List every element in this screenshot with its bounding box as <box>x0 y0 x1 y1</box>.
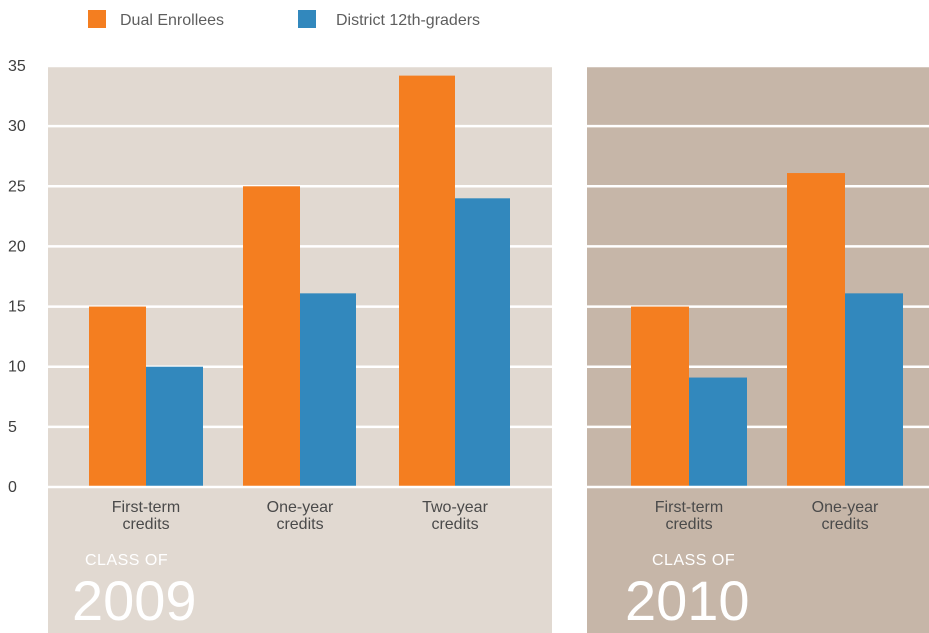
class-year-2009: 2009 <box>72 569 197 632</box>
y-tick-label: 0 <box>8 479 17 496</box>
bar-district-12th-graders-two-year-credits <box>455 198 510 488</box>
bar-dual-enrollees-first-term-credits <box>89 306 146 487</box>
x-tick-label-line: credits <box>821 516 868 533</box>
bar-district-12th-graders-one-year-credits <box>845 293 903 487</box>
y-tick-label: 5 <box>8 419 17 436</box>
x-tick-label: First-term credits <box>112 499 180 533</box>
x-tick-label-line: credits <box>122 516 169 533</box>
bar-dual-enrollees-first-term-credits <box>631 306 689 487</box>
y-tick-label: 10 <box>8 359 26 376</box>
x-tick-label-line: One-year <box>812 499 879 516</box>
bar-dual-enrollees-one-year-credits <box>787 173 845 487</box>
bar-dual-enrollees-two-year-credits <box>399 75 455 487</box>
y-tick-label: 15 <box>8 299 26 316</box>
legend-swatch-dual-enrollees <box>88 10 106 28</box>
x-tick-label-line: credits <box>276 516 323 533</box>
x-tick-label: One-year credits <box>267 499 334 533</box>
legend-swatch-district-12th-graders <box>298 10 316 28</box>
x-tick-label-line: Two-year <box>422 499 488 516</box>
bar-district-12th-graders-one-year-credits <box>300 293 356 487</box>
x-tick-label-line: One-year <box>267 499 334 516</box>
bar-district-12th-graders-first-term-credits <box>146 366 203 487</box>
class-year-2010: 2010 <box>625 569 750 632</box>
legend-label-dual-enrollees: Dual Enrollees <box>120 12 224 29</box>
y-axis-tick-labels: 0 5 10 15 20 25 30 35 <box>8 58 26 496</box>
x-tick-label-line: First-term <box>655 499 723 516</box>
bars-2010 <box>587 173 929 489</box>
y-tick-label: 30 <box>8 118 26 135</box>
class-of-label-2009: CLASS OF <box>85 552 168 569</box>
bar-district-12th-graders-first-term-credits <box>689 377 747 487</box>
y-tick-label: 20 <box>8 238 26 255</box>
x-tick-label-line: First-term <box>112 499 180 516</box>
x-tick-label-line: credits <box>431 516 478 533</box>
y-tick-label: 25 <box>8 178 26 195</box>
x-tick-label: First-term credits <box>655 499 723 533</box>
x-tick-label-line: credits <box>665 516 712 533</box>
bars-2009 <box>48 75 552 489</box>
y-tick-label: 35 <box>8 58 26 75</box>
bar-dual-enrollees-one-year-credits <box>243 186 300 488</box>
x-tick-label: One-year credits <box>812 499 879 533</box>
legend: Dual Enrollees District 12th-graders <box>88 10 480 29</box>
x-tick-label: Two-year credits <box>422 499 488 533</box>
class-of-label-2010: CLASS OF <box>652 552 735 569</box>
legend-label-district-12th-graders: District 12th-graders <box>336 12 480 29</box>
